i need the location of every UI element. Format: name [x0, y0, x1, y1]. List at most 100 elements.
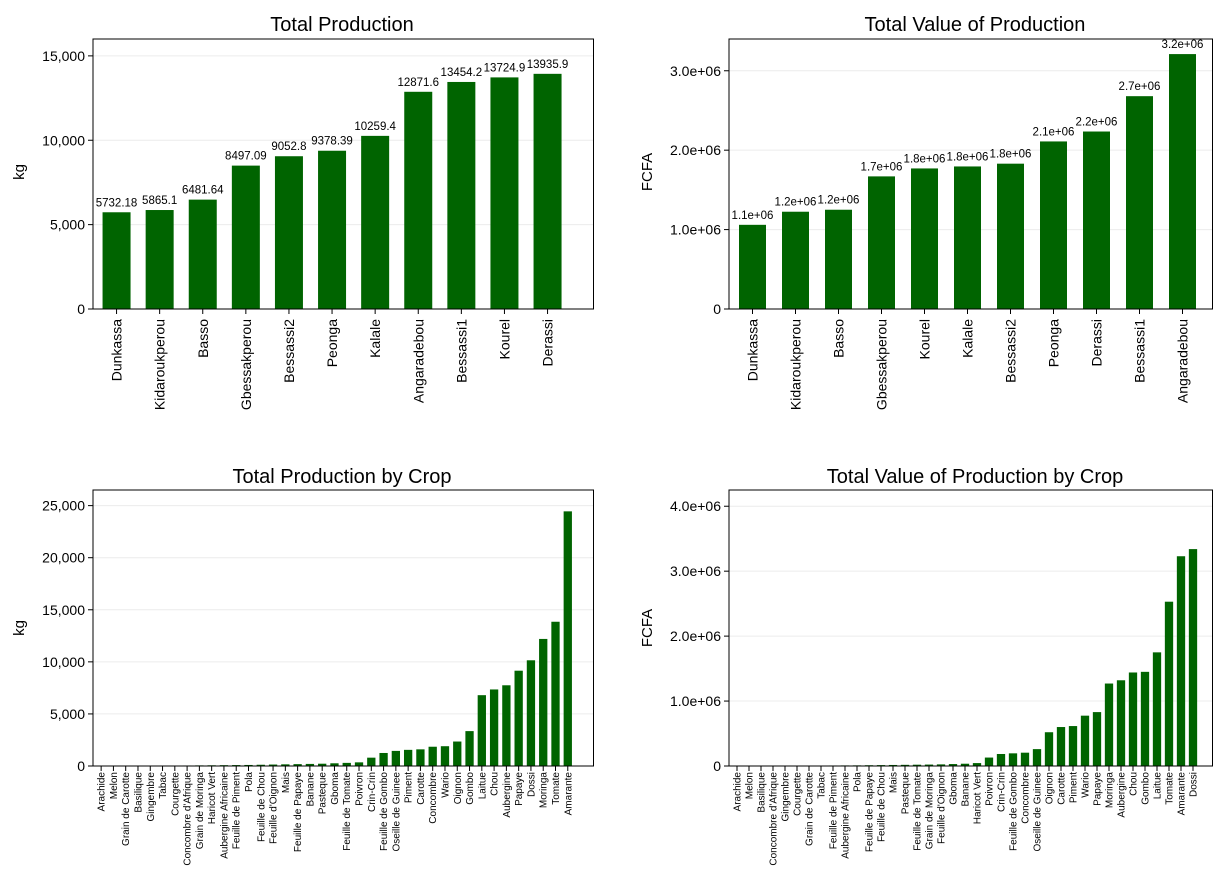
- x-tick-label: Gingembre: [146, 772, 157, 822]
- x-tick-label: Feuille de Chou: [256, 772, 267, 842]
- data-label: 2.2e+06: [1076, 117, 1118, 129]
- x-tick-label: Dossi: [526, 772, 537, 797]
- plot-frame: [92, 489, 594, 767]
- x-tick-label: Melon: [109, 772, 120, 799]
- bar: [318, 150, 347, 309]
- y-tick-label: 3.0e+06: [670, 563, 721, 579]
- chart-title: Total Production by Crop: [232, 466, 451, 488]
- y-axis-label: kg: [11, 164, 28, 180]
- x-tick-label: Oseille de Guinee: [1033, 772, 1044, 852]
- x-tick-label: Angaradebou: [1175, 319, 1191, 403]
- bar: [1176, 556, 1186, 766]
- data-label: 1.2e+06: [818, 195, 860, 207]
- y-tick-label: 0: [77, 758, 85, 774]
- y-tick-label: 10,000: [42, 654, 85, 670]
- data-label: 2.7e+06: [1119, 81, 1161, 93]
- x-tick-label: Poivron: [355, 772, 366, 806]
- bar: [318, 763, 327, 766]
- plot-frame: [728, 489, 1213, 767]
- x-tick-label: Dunkassa: [745, 319, 761, 381]
- x-tick-label: Concombre: [1021, 772, 1032, 824]
- bar: [490, 77, 519, 310]
- x-tick-label: Oignon: [453, 772, 464, 804]
- x-tick-label: Feuille de Tomate: [342, 772, 353, 851]
- x-tick-label: Gombo: [465, 772, 476, 805]
- bar: [231, 165, 260, 309]
- x-tick-label: Basilique: [757, 772, 768, 813]
- bar: [440, 746, 450, 766]
- bar: [330, 763, 339, 766]
- bar: [551, 621, 560, 766]
- x-tick-label: Kourel: [496, 319, 512, 359]
- x-tick-label: Kidaroukperou: [788, 319, 804, 410]
- x-tick-label: Concombre d'Afrique: [183, 772, 194, 866]
- bar: [948, 764, 958, 766]
- x-tick-label: Crin-Crin: [997, 772, 1008, 812]
- bar: [539, 638, 548, 766]
- bar: [268, 764, 278, 766]
- data-label: 1.1e+06: [732, 210, 774, 222]
- bar: [404, 91, 433, 309]
- bar: [293, 764, 302, 766]
- x-tick-label: Feuille d'Oignon: [937, 772, 948, 844]
- y-tick-label: 5,000: [50, 706, 85, 722]
- x-tick-label: Feuille de Chou: [877, 772, 888, 842]
- x-tick-label: Gboma: [330, 772, 341, 805]
- x-tick-label: Basso: [831, 319, 847, 358]
- bar: [502, 685, 511, 766]
- x-tick-label: Dunkassa: [109, 319, 125, 381]
- x-tick-label: Courgette: [793, 772, 804, 816]
- plot-area: 0 5,000 10,000 15,000 20,000 25,000 Arachide Me…: [42, 489, 594, 866]
- x-tick-label: Pola: [244, 772, 255, 792]
- data-label: 5732.18: [96, 197, 138, 209]
- x-tick-label: Grain de Carotte: [121, 772, 132, 846]
- bar: [868, 176, 895, 309]
- x-tick-label: Pasteque: [901, 772, 912, 815]
- x-tick-label: Chou: [1129, 772, 1140, 796]
- bar: [465, 731, 474, 766]
- bar: [367, 757, 376, 766]
- chart-total-production: Total Production kg 0 5,000 10,000 15,000 Du…: [11, 14, 594, 410]
- bar: [533, 73, 562, 309]
- bar: [1169, 54, 1196, 310]
- x-tick-label: Tabac: [158, 772, 169, 799]
- x-tick-label: Feuille de Gombo: [379, 772, 390, 851]
- x-tick-label: Chou: [490, 772, 501, 796]
- bar: [342, 762, 351, 766]
- y-tick-label: 2.0e+06: [670, 628, 721, 644]
- y-tick-label: 15,000: [42, 602, 85, 618]
- x-tick-label: Papaye: [514, 772, 525, 806]
- bar: [1188, 549, 1198, 766]
- y-tick-label: 0: [713, 301, 721, 317]
- bar: [1126, 96, 1153, 309]
- bar: [825, 209, 852, 309]
- bar: [1056, 727, 1066, 766]
- data-label: 12871.6: [397, 77, 439, 89]
- y-tick-label: 1.0e+06: [670, 693, 721, 709]
- data-label: 6481.64: [182, 185, 224, 197]
- bar: [924, 764, 934, 766]
- x-tick-label: Grain de Moringa: [925, 772, 936, 850]
- bar: [489, 689, 499, 766]
- y-tick-label: 15,000: [42, 48, 85, 64]
- y-tick-label: 25,000: [42, 498, 85, 514]
- bar: [996, 753, 1006, 766]
- y-axis-label: kg: [11, 620, 28, 636]
- y-tick-label: 10,000: [42, 132, 85, 148]
- x-tick-label: Aubergine Africaine: [219, 772, 230, 859]
- x-tick-label: Mais: [889, 772, 900, 793]
- bar: [274, 156, 303, 309]
- x-tick-label: Gbessakperou: [874, 319, 890, 410]
- x-tick-label: Wario: [440, 772, 451, 798]
- x-tick-label: Bessassi1: [453, 319, 469, 383]
- x-tick-label: Gombo: [1141, 772, 1152, 805]
- x-tick-label: Dossi: [1189, 772, 1200, 797]
- x-tick-label: Gingembre: [781, 772, 792, 822]
- x-tick-label: Carotte: [1057, 772, 1068, 805]
- bar: [1083, 131, 1110, 309]
- bar: [1008, 753, 1018, 766]
- bar: [477, 695, 486, 766]
- bar: [514, 670, 523, 766]
- chart-title: Total Value of Production: [865, 14, 1086, 36]
